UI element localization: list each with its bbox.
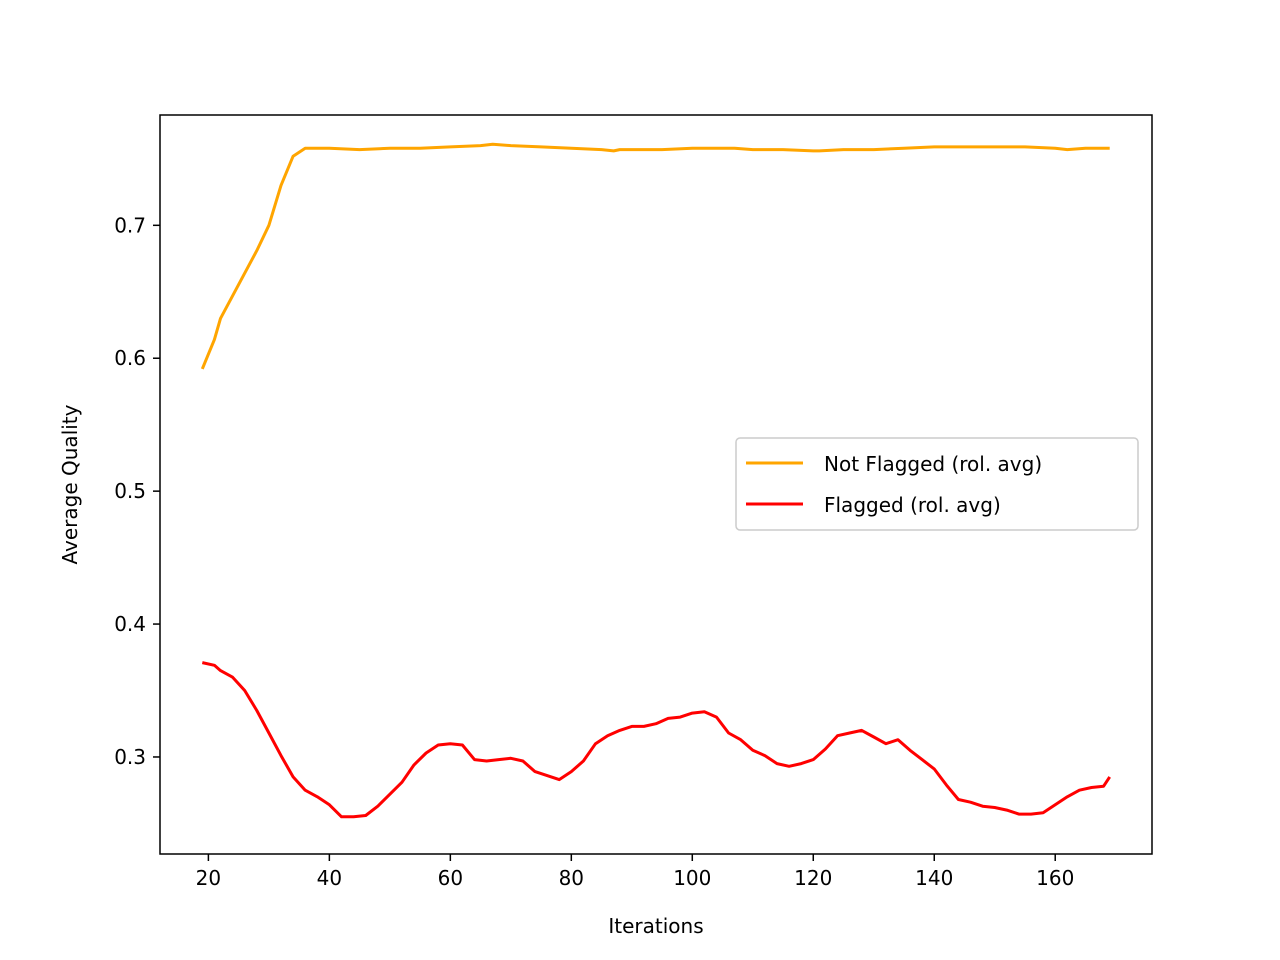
x-tick-label: 140 (915, 866, 953, 890)
x-tick-label: 160 (1036, 866, 1074, 890)
plot-frame (159, 114, 1153, 855)
x-tick-label: 80 (559, 866, 584, 890)
x-tick-label: 120 (794, 866, 832, 890)
legend-label-not-flagged: Not Flagged (rol. avg) (824, 452, 1042, 476)
x-tick-label: 40 (317, 866, 342, 890)
x-axis: 20 40 60 80 100 120 140 160 (196, 854, 1074, 890)
x-tick-label: 20 (196, 866, 221, 890)
y-axis-title: Average Quality (58, 404, 82, 564)
legend-box (735, 437, 1139, 531)
legend-label-flagged: Flagged (rol. avg) (824, 493, 1001, 517)
x-axis-title: Iterations (608, 914, 703, 938)
series-layer (200, 142, 1111, 819)
y-tick-label: 0.5 (114, 479, 146, 503)
y-tick-label: 0.3 (114, 745, 146, 769)
y-axis: 0.3 0.4 0.5 0.6 0.7 (114, 213, 160, 769)
series-line-not-flagged (200, 142, 1110, 370)
x-tick-label: 100 (673, 866, 711, 890)
y-tick-label: 0.4 (114, 612, 146, 636)
legend: Not Flagged (rol. avg) Flagged (rol. avg… (735, 437, 1139, 531)
series-line-flagged (201, 661, 1111, 819)
y-tick-label: 0.7 (114, 213, 146, 237)
x-tick-label: 60 (438, 866, 463, 890)
y-tick-label: 0.6 (114, 346, 146, 370)
